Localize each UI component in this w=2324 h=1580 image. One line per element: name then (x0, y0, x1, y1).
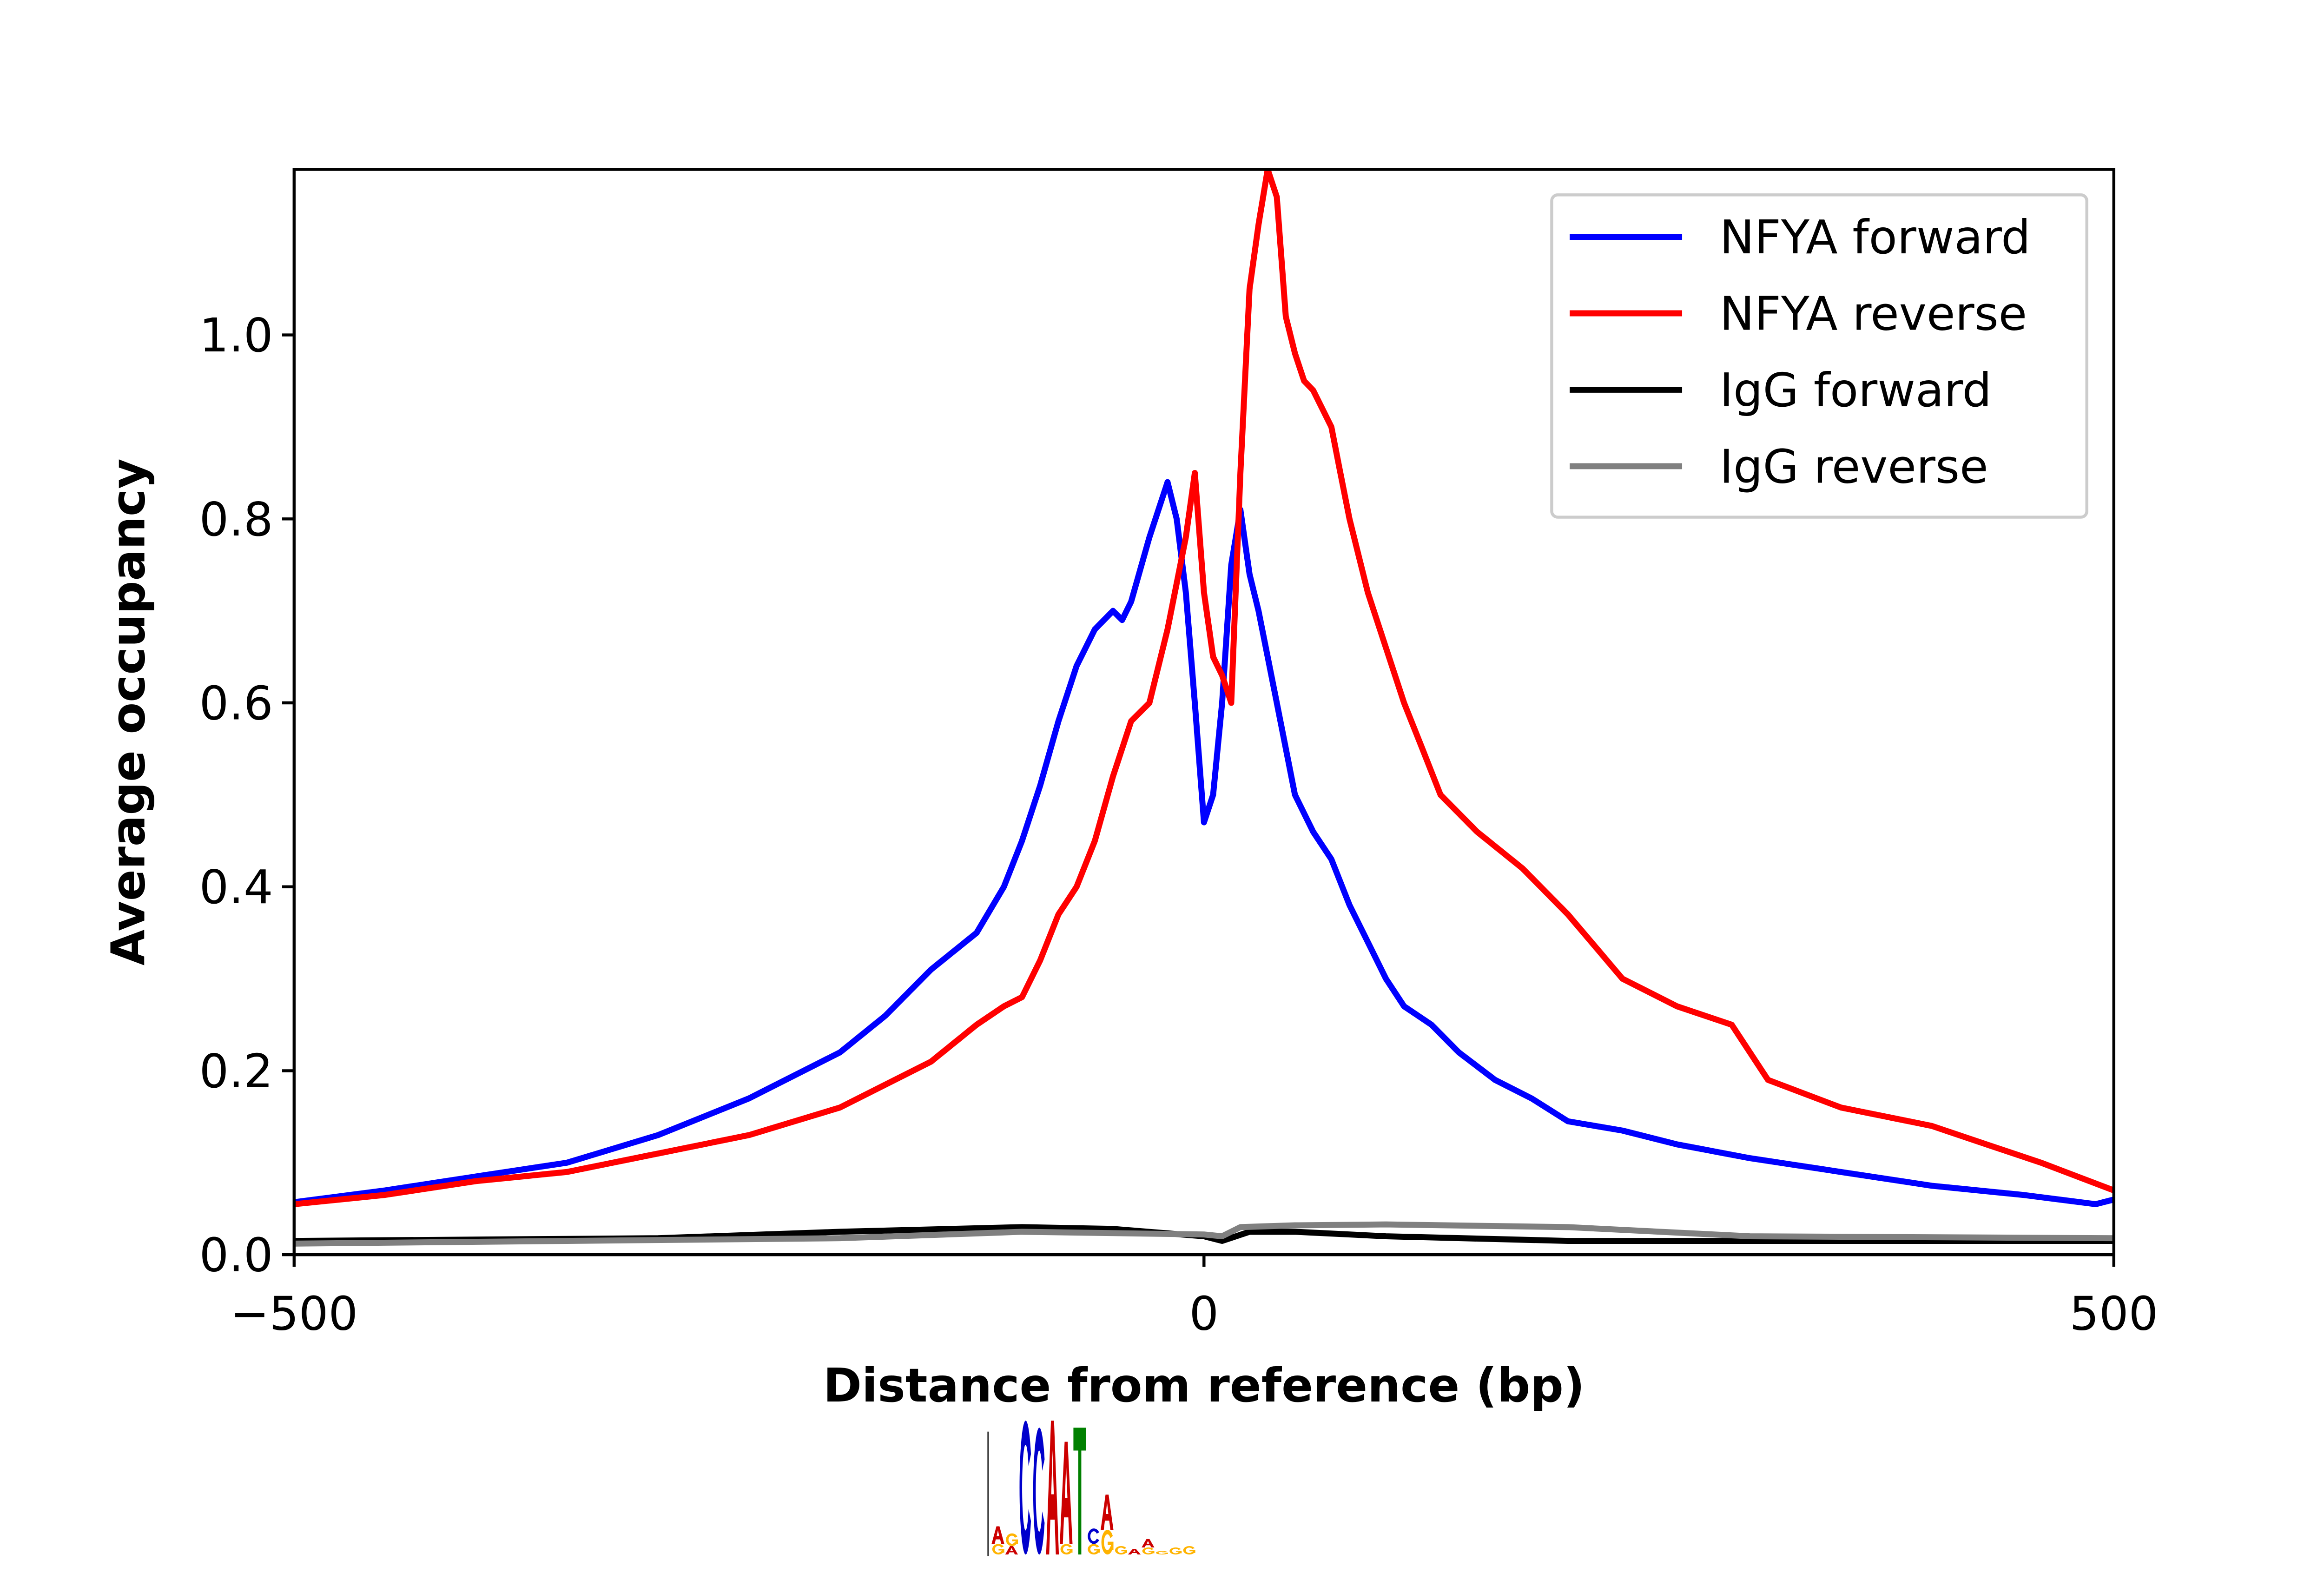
legend-label: IgG forward (1720, 363, 1992, 417)
logo-glyph-shape (1060, 1544, 1072, 1555)
logo-glyph-shape (1108, 1541, 1114, 1550)
logo-glyph-shape (1162, 1553, 1168, 1554)
logo-letter-a (1005, 1546, 1018, 1555)
logo-letter-a (1128, 1549, 1141, 1555)
logo-glyph-shape (1142, 1539, 1155, 1548)
logo-letter-c (1033, 1428, 1045, 1555)
logo-glyph-shape (1155, 1551, 1168, 1555)
logo-glyph-shape (1019, 1421, 1031, 1555)
logo-letter-g (1006, 1533, 1018, 1546)
legend: NFYA forward NFYA reverse IgG forward IgG r… (1550, 193, 2088, 519)
legend-frame (1550, 193, 2088, 519)
logo-glyph-shape (1183, 1546, 1195, 1555)
logo-glyph-shape (1088, 1528, 1099, 1544)
logo-letter-g (992, 1544, 1004, 1555)
x-axis-label: Distance from reference (bp) (823, 1358, 1585, 1413)
logo-glyph-shape (1115, 1546, 1127, 1555)
x-axis: −500 0 500 (231, 1255, 2158, 1341)
logo-letter-g (1155, 1551, 1168, 1555)
series-line-nfya-reverse (294, 169, 2114, 1207)
logo-glyph-shape (1088, 1544, 1099, 1555)
logo-glyph-shape (1073, 1428, 1086, 1555)
y-axis: 0.0 0.2 0.4 0.6 0.8 1.0 (199, 308, 294, 1283)
logo-letter-g (1183, 1546, 1195, 1555)
logo-letter-a (991, 1526, 1004, 1544)
logo-glyph-shape (1101, 1494, 1114, 1530)
legend-item: NFYA forward (1570, 210, 2031, 264)
motif-logo (987, 1421, 1195, 1556)
logo-letter-a (1142, 1539, 1155, 1548)
y-tick-label: 0.8 (199, 492, 273, 547)
legend-label: NFYA forward (1720, 210, 2031, 264)
legend-item: IgG forward (1570, 363, 1992, 417)
logo-glyph-shape (1121, 1550, 1127, 1553)
logo-glyph-shape (1101, 1530, 1113, 1555)
series-lines (294, 169, 2114, 1247)
x-tick-label: 0 (1189, 1286, 1219, 1341)
x-tick-label: −500 (231, 1286, 358, 1341)
logo-glyph-shape (1046, 1421, 1059, 1555)
series-line-nfya-forward (294, 479, 2114, 1207)
logo-glyph-shape (1128, 1549, 1141, 1555)
logo-glyph-shape (1169, 1547, 1181, 1555)
logo-glyph-shape (992, 1544, 1004, 1555)
series-line-igg-reverse (294, 1221, 2114, 1247)
logo-glyph-shape (998, 1549, 1004, 1553)
logo-glyph-shape (991, 1526, 1004, 1544)
y-axis-label: Average occupancy (101, 458, 155, 965)
logo-letter-a (1046, 1421, 1059, 1555)
logo-letter-g (1169, 1547, 1182, 1555)
logo-letter-g (1101, 1530, 1114, 1555)
logo-glyph-shape (1175, 1551, 1182, 1554)
logo-glyph-shape (1189, 1550, 1195, 1553)
logo-glyph-shape (1142, 1547, 1154, 1555)
y-tick-label: 1.0 (199, 308, 273, 363)
logo-letter-g (1088, 1544, 1100, 1555)
legend-item: NFYA reverse (1570, 286, 2027, 341)
logo-glyph-shape (1006, 1533, 1017, 1546)
logo-letter-c (1019, 1421, 1031, 1555)
logo-glyph-shape (1012, 1539, 1018, 1544)
logo-letter-a (1101, 1494, 1114, 1530)
logo-letter-g (1060, 1544, 1073, 1555)
logo-letter-t (1073, 1428, 1086, 1555)
logo-letter-c (1088, 1528, 1099, 1544)
series-line-igg-forward (294, 1224, 2114, 1244)
legend-item: IgG reverse (1570, 439, 1988, 494)
logo-glyph-shape (1067, 1549, 1073, 1553)
logo-letter-g (1115, 1546, 1127, 1555)
legend-label: NFYA reverse (1720, 286, 2027, 341)
x-tick-label: 500 (2069, 1286, 2158, 1341)
logo-glyph-shape (1094, 1549, 1100, 1553)
logo-glyph-shape (1060, 1441, 1073, 1544)
logo-letter-a (1060, 1441, 1073, 1544)
logo-letter-g (1142, 1547, 1155, 1555)
y-tick-label: 0.0 (199, 1228, 273, 1283)
legend-label: IgG reverse (1720, 439, 1988, 494)
logo-glyph-shape (1149, 1551, 1155, 1554)
logo-glyph-shape (1033, 1428, 1045, 1555)
y-tick-label: 0.2 (199, 1044, 273, 1098)
logo-glyph-shape (1005, 1546, 1018, 1555)
y-tick-label: 0.6 (199, 676, 273, 730)
y-tick-label: 0.4 (199, 860, 273, 914)
